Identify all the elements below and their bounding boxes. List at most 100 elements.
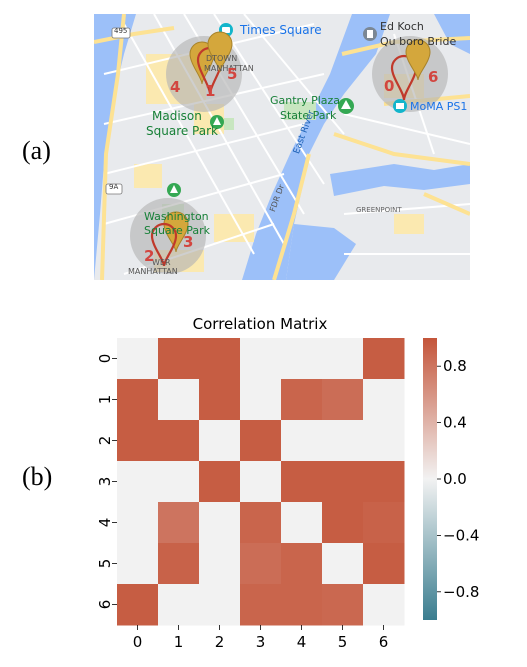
heatmap-cell-4-1 <box>158 502 200 544</box>
river-north <box>434 14 470 54</box>
heatmap-cell-5-5 <box>322 543 364 585</box>
colorbar-tick-label: 0.0 <box>443 470 467 488</box>
heatmap-cell-1-0 <box>117 379 159 421</box>
colorbar <box>423 338 437 620</box>
ed-koch-label: Ed Koch <box>380 20 424 33</box>
moma-label: MoMA PS1 <box>410 100 468 113</box>
cluster-label-2: 2 <box>144 247 155 265</box>
y-tick-label: 3 <box>96 477 114 487</box>
heatmap-cell-6-2 <box>199 584 241 626</box>
x-tick-label: 5 <box>338 633 348 651</box>
building-icon <box>363 27 377 41</box>
heatmap-cell-2-4 <box>281 420 323 462</box>
heatmap-cell-1-1 <box>158 379 200 421</box>
heatmap-cell-2-0 <box>117 420 159 462</box>
x-tick-label: 4 <box>297 633 307 651</box>
heatmap-cell-4-6 <box>363 502 405 544</box>
colorbar-tick-label: −0.4 <box>443 526 479 544</box>
washington-label: Washington <box>144 210 209 223</box>
heatmap-cell-6-4 <box>281 584 323 626</box>
heatmap-cell-3-6 <box>363 461 405 503</box>
highways <box>94 14 470 280</box>
heatmap-cell-5-1 <box>158 543 200 585</box>
heatmap-cell-0-2 <box>199 338 241 380</box>
x-tick-label: 1 <box>174 633 184 651</box>
heatmap-cell-6-3 <box>240 584 282 626</box>
midtown-manhattan-label: MANHATTAN <box>204 64 254 73</box>
heatmap-cell-4-2 <box>199 502 241 544</box>
heatmap-cell-0-0 <box>117 338 159 380</box>
cluster-label-0: 0 <box>384 77 395 95</box>
gantry-label: Gantry Plaza <box>270 94 341 107</box>
newtown-creek <box>330 164 470 196</box>
heatmap-cell-0-3 <box>240 338 282 380</box>
heatmap-cell-4-5 <box>322 502 364 544</box>
cluster-label-5: 5 <box>227 65 238 83</box>
heatmap-cell-6-5 <box>322 584 364 626</box>
tree-icon <box>210 115 224 129</box>
heatmap-cell-3-3 <box>240 461 282 503</box>
colorbar-tick-label: 0.4 <box>443 414 467 432</box>
x-tick-label: 2 <box>215 633 225 651</box>
cluster-label-6: 6 <box>428 68 439 86</box>
cluster-label-4: 4 <box>170 78 181 96</box>
x-tick-label: 6 <box>379 633 389 651</box>
tree-icon <box>338 98 354 114</box>
lower-label: WER <box>152 258 171 267</box>
correlation-heatmap: Correlation Matrix 0 1 2 3 4 5 6 0 1 2 3 4 5 6 0.8 0.… <box>0 300 527 663</box>
heatmap-cell-1-5 <box>322 379 364 421</box>
route-495-shield <box>111 27 131 39</box>
pin-icon <box>207 31 233 73</box>
heatmap-cell-1-3 <box>240 379 282 421</box>
panel-a-label: (a) <box>22 136 51 165</box>
map-canvas <box>94 14 470 280</box>
gantry-label-2: State Park <box>280 109 337 122</box>
y-tick-label: 2 <box>96 436 114 446</box>
heatmap-cell-3-2 <box>199 461 241 503</box>
heatmap-cell-0-6 <box>363 338 405 380</box>
chart-title: Correlation Matrix <box>193 315 328 333</box>
heatmap-cell-3-4 <box>281 461 323 503</box>
heatmap-cell-4-4 <box>281 502 323 544</box>
y-tick-label: 1 <box>96 395 114 405</box>
panel-b-label: (b) <box>22 462 53 491</box>
lower-manhattan-label: MANHATTAN <box>128 267 178 276</box>
y-tick-label: 4 <box>96 518 114 528</box>
pin-icon <box>150 222 178 267</box>
heatmap-cell-5-0 <box>117 543 159 585</box>
east-river <box>242 14 390 280</box>
heatmap-cell-2-1 <box>158 420 200 462</box>
route-495-label: 495 <box>114 27 128 35</box>
route-9a-shield <box>105 183 123 195</box>
heatmap-cell-0-4 <box>281 338 323 380</box>
heatmap-cell-3-5 <box>322 461 364 503</box>
x-tick-label: 0 <box>133 633 143 651</box>
heatmap-canvas: Correlation Matrix 0 1 2 3 4 5 6 0 1 2 3 4 5 6 0.8 0.… <box>96 315 479 651</box>
times-square-label: Times Square <box>240 23 322 37</box>
heatmap-cell-2-5 <box>322 420 364 462</box>
midtown-label: DTOWN <box>206 54 238 63</box>
heatmap-cell-4-3 <box>240 502 282 544</box>
madison-label-2: Square Park <box>146 124 218 138</box>
heatmap-cell-1-6 <box>363 379 405 421</box>
city-map: Times Square Ed Koch Qu boro Bride DTOWN… <box>94 14 470 280</box>
cluster-label-1: 1 <box>205 82 216 100</box>
heatmap-cell-0-5 <box>322 338 364 380</box>
heatmap-cell-2-3 <box>240 420 282 462</box>
river-bend <box>286 224 356 280</box>
heatmap-cell-2-6 <box>363 420 405 462</box>
heatmap-cell-1-4 <box>281 379 323 421</box>
cluster-label-3: 3 <box>183 233 194 251</box>
heatmap-cell-5-2 <box>199 543 241 585</box>
greenpoint-label: GREENPOINT <box>356 206 402 214</box>
madison-label: Madison <box>152 109 202 123</box>
tree-icon <box>167 183 181 197</box>
heatmap-cell-3-0 <box>117 461 159 503</box>
heatmap-cell-1-2 <box>199 379 241 421</box>
heatmap-cell-4-0 <box>117 502 159 544</box>
heatmap-cell-5-3 <box>240 543 282 585</box>
heatmap-cell-5-6 <box>363 543 405 585</box>
hudson-river <box>94 14 136 280</box>
y-tick-label: 6 <box>96 600 114 610</box>
queensboro-label: Qu boro Bride <box>380 35 457 48</box>
